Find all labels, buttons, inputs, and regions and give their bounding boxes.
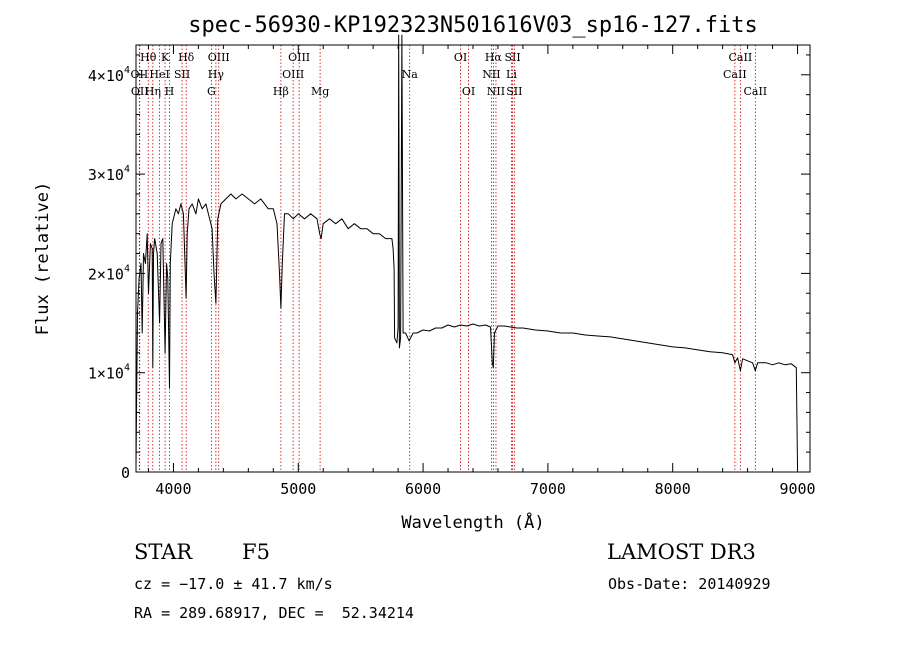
spectral-line-label: OI — [454, 51, 467, 64]
spectral-line-label: CaII — [729, 51, 753, 64]
spectral-line-label: CaII — [743, 85, 767, 98]
spectral-line-label: Mg — [311, 85, 329, 98]
y-tick-label: 2×104 — [88, 263, 130, 283]
spectral-line-label: OI — [462, 85, 475, 98]
spectral-line-label: OIII — [282, 68, 304, 81]
spectral-line-label: Hη — [145, 85, 161, 98]
redshift-cz: cz = −17.0 ± 41.7 km/s — [134, 575, 333, 593]
spectral-line-label: G — [207, 85, 216, 98]
y-tick-base: 0 — [121, 464, 130, 482]
sky-coordinates: RA = 289.68917, DEC = 52.34214 — [134, 604, 414, 622]
spectral-line-label: Hγ — [208, 68, 225, 81]
y-tick-base: 1×10 — [88, 365, 124, 383]
spectral-line-label: SII — [504, 51, 520, 64]
y-tick-exponent: 4 — [124, 263, 130, 274]
y-tick-label: 0 — [121, 464, 130, 482]
object-class: STAR — [134, 540, 193, 564]
flux-curve-layer — [135, 34, 798, 468]
spectral-line-label: CaII — [723, 68, 747, 81]
spectral-lines-layer — [138, 45, 756, 472]
spectral-line-label: Hβ — [273, 85, 289, 98]
x-tick-label: 7000 — [530, 480, 566, 498]
spectral-line-label: OII — [131, 85, 149, 98]
spectral-line-label: K — [161, 51, 170, 64]
x-tick-label: 5000 — [280, 480, 316, 498]
y-tick-label: 3×104 — [88, 164, 130, 184]
spectral-line-label: OIII — [288, 51, 310, 64]
x-tick-label: 4000 — [155, 480, 191, 498]
plot-frame — [135, 44, 811, 473]
spectral-line-label: SII — [506, 85, 522, 98]
spectral-line-label: SII — [174, 68, 190, 81]
y-axis-label: Flux (relative) — [33, 182, 53, 336]
spectral-line-label: NII — [482, 68, 500, 81]
spectral-line-label: OIII — [208, 51, 230, 64]
survey-name: LAMOST DR3 — [607, 540, 756, 564]
flux-curve — [135, 34, 798, 468]
x-axis-label: Wavelength (Å) — [401, 511, 544, 533]
y-tick-exponent: 4 — [124, 164, 130, 175]
chart-title: spec-56930-KP192323N501616V03_sp16-127.f… — [188, 13, 758, 38]
spectral-line-label: HeI — [149, 68, 169, 81]
y-tick-exponent: 4 — [124, 65, 130, 76]
spectral-line-label: Li — [506, 68, 517, 81]
spectral-line-label: Na — [402, 68, 419, 81]
y-tick-base: 4×10 — [88, 67, 124, 85]
x-tick-label: 6000 — [405, 480, 441, 498]
y-tick-exponent: 4 — [124, 363, 130, 374]
spectral-line-label: H — [165, 85, 175, 98]
spectral-line-label: Hδ — [178, 51, 195, 64]
spectral-subclass: F5 — [242, 540, 270, 564]
spectral-line-label: Hθ — [140, 51, 157, 64]
x-axis-ticks: 4000 5000 6000 7000 8000 9000 — [147, 45, 816, 498]
spectral-line-label: Hα — [485, 51, 503, 64]
observation-date: Obs-Date: 20140929 — [608, 575, 771, 593]
y-tick-base: 2×10 — [88, 265, 124, 283]
spectral-line-label: NII — [487, 85, 505, 98]
x-tick-label: 8000 — [655, 480, 691, 498]
y-tick-label: 1×104 — [88, 363, 130, 383]
y-tick-base: 3×10 — [88, 166, 124, 184]
spectral-line-label: OII — [131, 68, 149, 81]
y-tick-label: 4×104 — [88, 65, 130, 85]
x-tick-label: 9000 — [779, 480, 815, 498]
